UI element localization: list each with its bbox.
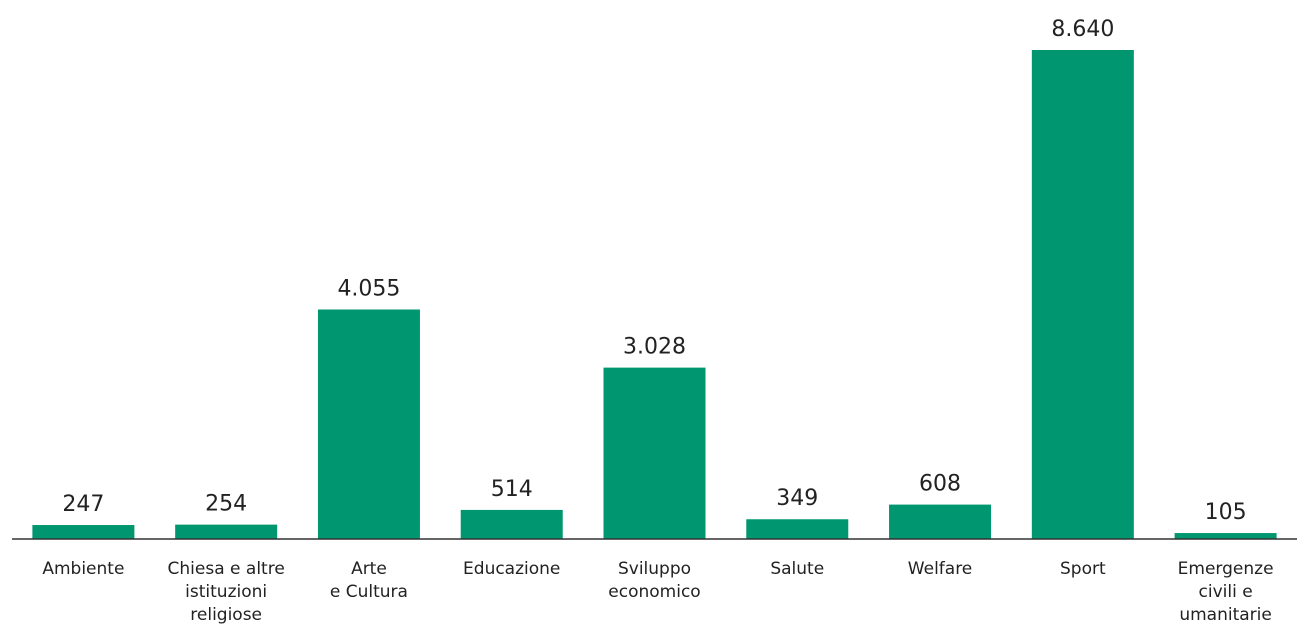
x-tick-label: Emergenze civili e umanitarie: [1177, 559, 1274, 625]
value-label: 608: [919, 472, 961, 497]
bar: [32, 525, 135, 539]
value-label: 247: [62, 492, 104, 517]
value-label: 3.028: [623, 335, 686, 360]
x-tick-label: Welfare: [907, 559, 973, 579]
value-label: 254: [205, 492, 247, 517]
x-tick-label: Sviluppo economico: [608, 559, 701, 602]
bar: [1031, 50, 1134, 539]
value-label: 349: [776, 486, 818, 511]
bar: [889, 504, 992, 539]
bar: [460, 509, 563, 539]
bar: [317, 309, 420, 539]
bar: [746, 519, 849, 539]
x-tick-label: Salute: [770, 559, 825, 579]
x-tick-label: Educazione: [463, 559, 561, 579]
x-tick-label: Ambiente: [42, 559, 125, 579]
value-label: 4.055: [337, 276, 400, 301]
value-label: 8.640: [1051, 17, 1114, 42]
value-label: 105: [1205, 500, 1247, 525]
value-label: 514: [491, 477, 533, 502]
x-tick-label: Arte e Cultura: [329, 559, 408, 602]
bar: [603, 367, 706, 539]
x-tick-label: Sport: [1060, 559, 1106, 579]
bar: [1174, 533, 1277, 539]
x-tick-label: Chiesa e altre istituzioni religiose: [167, 559, 285, 625]
bar: [175, 524, 278, 539]
